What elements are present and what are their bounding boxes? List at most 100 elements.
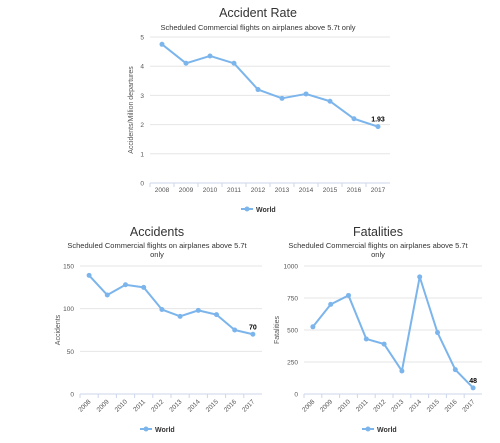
y-tick-label: 4 bbox=[140, 64, 144, 71]
legend-marker bbox=[143, 426, 149, 432]
data-point[interactable] bbox=[310, 324, 316, 330]
data-point[interactable] bbox=[104, 292, 110, 298]
y-tick-label: 5 bbox=[140, 35, 144, 42]
x-tick-label: 2017 bbox=[241, 398, 256, 413]
data-label: 70 bbox=[249, 324, 257, 331]
chart-subtitle-line-2: only bbox=[150, 250, 164, 259]
x-tick-label: 2015 bbox=[205, 398, 220, 413]
y-tick-label: 250 bbox=[287, 360, 298, 367]
data-point[interactable] bbox=[470, 385, 476, 391]
data-point[interactable] bbox=[346, 292, 351, 298]
data-point[interactable] bbox=[328, 301, 334, 307]
plot-area: 0 1 2 3 4 5 2008 2009 2010 2011 2012 2013 2014 2015 20… bbox=[140, 35, 390, 194]
data-point[interactable] bbox=[303, 91, 309, 97]
chart-subtitle: Scheduled Commercial flights on airplane… bbox=[160, 23, 355, 32]
legend[interactable]: World bbox=[241, 206, 276, 215]
y-axis-title: Accidents bbox=[55, 314, 62, 345]
legend-marker bbox=[244, 206, 250, 212]
legend-marker bbox=[365, 426, 371, 432]
x-tick-label: 2016 bbox=[223, 398, 238, 413]
fatalities-chart: Fatalities Scheduled Commercial flights … bbox=[274, 225, 482, 434]
y-tick-label: 50 bbox=[67, 349, 75, 356]
data-point[interactable] bbox=[435, 330, 440, 336]
x-tick-label: 2013 bbox=[275, 187, 290, 194]
data-point[interactable] bbox=[159, 307, 165, 313]
data-point[interactable] bbox=[399, 368, 405, 374]
data-point[interactable] bbox=[177, 313, 183, 319]
data-point[interactable] bbox=[195, 307, 201, 313]
data-point[interactable] bbox=[207, 53, 213, 59]
x-tick-label: 2017 bbox=[371, 187, 386, 194]
data-point[interactable] bbox=[381, 341, 387, 347]
y-tick-label: 0 bbox=[294, 392, 298, 399]
series-line bbox=[88, 274, 254, 336]
y-axis-title: Accidents/Million departures bbox=[128, 66, 135, 154]
data-point[interactable] bbox=[214, 312, 219, 318]
data-point[interactable] bbox=[141, 284, 147, 290]
data-point[interactable] bbox=[363, 336, 369, 342]
y-axis-title: Fatalities bbox=[274, 315, 281, 344]
series-line bbox=[161, 43, 379, 128]
chart-subtitle-line-2: only bbox=[371, 250, 385, 259]
legend-label: World bbox=[377, 427, 397, 434]
data-label: 1.93 bbox=[371, 117, 385, 124]
y-tick-label: 2 bbox=[140, 122, 144, 129]
accident-rate-chart: Accident Rate Scheduled Commercial fligh… bbox=[128, 6, 390, 214]
y-tick-label: 0 bbox=[70, 392, 74, 399]
x-tick-label: 2013 bbox=[168, 398, 183, 413]
data-point[interactable] bbox=[86, 272, 92, 278]
x-tick-label: 2010 bbox=[203, 187, 218, 194]
data-point[interactable] bbox=[255, 87, 261, 93]
y-tick-label: 3 bbox=[140, 93, 144, 100]
chart-title: Accidents bbox=[130, 225, 184, 239]
x-tick-label: 2016 bbox=[347, 187, 362, 194]
legend-label: World bbox=[256, 207, 276, 214]
legend[interactable]: World bbox=[140, 426, 175, 435]
chart-subtitle-line-1: Scheduled Commercial flights on airplane… bbox=[288, 241, 468, 250]
x-tick-label: 2016 bbox=[444, 398, 459, 413]
y-tick-label: 0 bbox=[140, 181, 144, 188]
x-tick-label: 2015 bbox=[323, 187, 338, 194]
x-tick-label: 2012 bbox=[372, 398, 387, 413]
y-tick-label: 500 bbox=[287, 328, 298, 335]
chart-title: Fatalities bbox=[353, 225, 403, 239]
x-tick-label: 2011 bbox=[227, 187, 241, 194]
legend[interactable]: World bbox=[362, 426, 397, 435]
x-tick-label: 2014 bbox=[299, 187, 314, 194]
y-tick-label: 750 bbox=[287, 296, 298, 303]
series-line bbox=[312, 275, 474, 389]
data-point[interactable] bbox=[375, 124, 381, 130]
data-point[interactable] bbox=[123, 282, 128, 288]
data-point[interactable] bbox=[279, 95, 285, 101]
data-point[interactable] bbox=[232, 327, 238, 333]
x-tick-label: 2009 bbox=[96, 398, 111, 413]
y-tick-label: 1 bbox=[140, 151, 144, 158]
x-tick-label: 2012 bbox=[251, 187, 266, 194]
x-tick-label: 2010 bbox=[337, 398, 352, 413]
data-point[interactable] bbox=[417, 274, 423, 280]
accidents-chart: Accidents Scheduled Commercial flights o… bbox=[55, 225, 262, 434]
data-point[interactable] bbox=[250, 331, 256, 337]
x-tick-label: 2010 bbox=[114, 398, 129, 413]
data-point[interactable] bbox=[327, 98, 333, 104]
x-tick-label: 2008 bbox=[77, 398, 92, 413]
chart-title: Accident Rate bbox=[219, 6, 297, 20]
legend-label: World bbox=[155, 427, 175, 434]
data-point[interactable] bbox=[183, 60, 189, 66]
data-point[interactable] bbox=[351, 116, 357, 122]
chart-subtitle-line-1: Scheduled Commercial flights on airplane… bbox=[67, 241, 247, 250]
data-point[interactable] bbox=[159, 41, 165, 47]
x-tick-label: 2008 bbox=[301, 398, 316, 413]
data-point[interactable] bbox=[452, 367, 458, 373]
x-tick-label: 2011 bbox=[355, 398, 370, 413]
y-tick-label: 1000 bbox=[284, 264, 299, 271]
x-tick-label: 2015 bbox=[426, 398, 441, 413]
data-point[interactable] bbox=[231, 60, 237, 66]
x-tick-label: 2014 bbox=[408, 398, 423, 413]
x-tick-label: 2014 bbox=[187, 398, 202, 413]
x-tick-label: 2009 bbox=[179, 187, 194, 194]
x-tick-label: 2008 bbox=[155, 187, 170, 194]
